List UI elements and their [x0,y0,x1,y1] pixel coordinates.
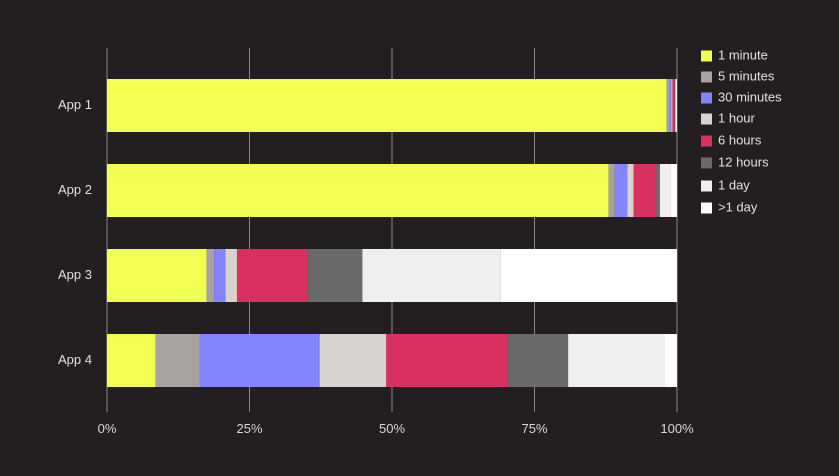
bar-segment-1-0 [107,164,609,217]
x-tick-label-3: 75% [521,421,547,436]
bar-segment-3-7 [664,334,677,387]
legend-label-5: 12 hours [718,154,769,169]
bar-segment-3-3 [319,334,387,387]
legend-swatch-6 [701,180,712,192]
bar-segment-0-5 [674,79,676,132]
bar-segment-2-6 [362,249,501,302]
category-label-3: App 4 [58,352,92,367]
category-label-2: App 3 [58,267,92,282]
bar-segment-2-7 [500,249,677,302]
legend-label-1: 5 minutes [718,68,775,83]
legend-label-7: >1 day [718,199,758,214]
x-tick-label-0: 0% [98,421,117,436]
legend-swatch-1 [701,71,712,83]
legend-label-6: 1 day [718,177,750,192]
legend: 1 minute 5 minutes 30 minutes 1 hour 6 hours… [701,47,782,214]
bar-segment-1-5 [656,164,660,217]
legend-swatch-7 [701,202,712,214]
bar-segment-2-5 [308,249,363,302]
legend-label-0: 1 minute [718,47,768,62]
bar-segment-0-7 [676,79,677,132]
legend-swatch-4 [701,135,712,147]
bar-segment-2-0 [107,249,207,302]
bar-segment-0-2 [669,79,672,132]
bar-segment-1-3 [627,164,634,217]
bar-segment-0-3 [671,79,673,132]
bar-segment-2-4 [236,249,309,302]
bars [107,79,677,387]
legend-swatch-0 [701,50,712,62]
x-tick-label-2: 50% [379,421,405,436]
x-axis-ticks: 0% 25% 50% 75% 100% [98,421,694,436]
legend-swatch-5 [701,157,712,169]
bar-segment-1-4 [633,164,657,217]
x-tick-label-4: 100% [660,421,694,436]
bar-segment-1-2 [614,164,628,217]
category-labels: App 1 App 2 App 3 App 4 [58,97,92,367]
legend-label-4: 6 hours [718,132,762,147]
bar-segment-3-0 [107,334,156,387]
x-tick-label-1: 25% [236,421,262,436]
bar-segment-0-1 [666,79,670,132]
bar-segment-3-2 [199,334,320,387]
category-label-1: App 2 [58,182,92,197]
bar-segment-3-6 [568,334,665,387]
legend-label-2: 30 minutes [718,89,782,104]
bar-segment-1-1 [608,164,615,217]
bar-segment-3-1 [155,334,200,387]
bar-segment-2-2 [214,249,226,302]
bar-segment-1-7 [670,164,677,217]
bar-segment-0-6 [675,79,677,132]
bar-segment-1-6 [659,164,671,217]
bar-segment-3-5 [508,334,569,387]
bar-segment-2-3 [225,249,237,302]
category-label-0: App 1 [58,97,92,112]
bar-segment-0-4 [672,79,675,132]
legend-label-3: 1 hour [718,110,756,125]
legend-swatch-2 [701,92,712,104]
bar-segment-3-4 [386,334,509,387]
bar-segment-0-0 [107,79,667,132]
bar-segment-2-1 [206,249,215,302]
legend-swatch-3 [701,113,712,125]
